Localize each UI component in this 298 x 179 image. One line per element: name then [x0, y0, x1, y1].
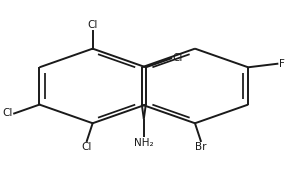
Text: Br: Br: [195, 142, 207, 152]
Text: Cl: Cl: [88, 20, 98, 30]
Text: Cl: Cl: [82, 142, 92, 152]
Text: Cl: Cl: [2, 108, 13, 118]
Text: Cl: Cl: [173, 53, 183, 63]
Text: F: F: [279, 59, 285, 69]
Text: NH₂: NH₂: [134, 138, 154, 148]
